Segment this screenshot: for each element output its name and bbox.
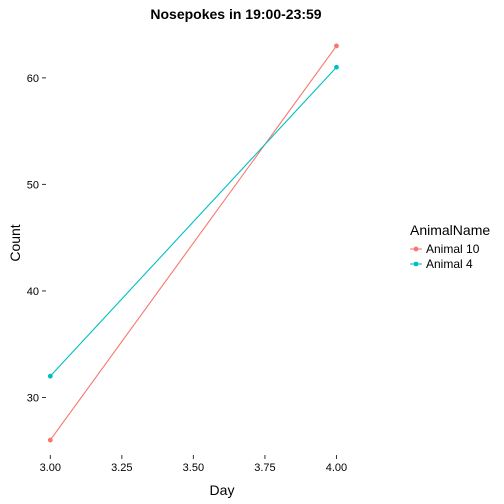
data-point [48,438,53,443]
y-tick-label: 60 [27,73,39,85]
y-tick-label: 30 [27,392,39,404]
x-tick-label: 3.75 [254,462,275,474]
plot-area [48,44,339,443]
x-tick-label: 3.00 [40,462,61,474]
x-axis-title: Day [210,482,235,498]
data-point [334,44,339,49]
chart-title: Nosepokes in 19:00-23:59 [150,6,321,22]
series-line-0 [50,46,336,440]
x-tick-label: 4.00 [326,462,347,474]
y-tick-label: 50 [27,179,39,191]
series-line-1 [50,67,336,376]
x-tick-label: 3.50 [183,462,204,474]
data-point [334,65,339,70]
data-point [48,374,53,379]
legend-label: Animal 4 [426,257,473,271]
legend-label: Animal 10 [426,242,480,256]
x-axis: 3.00 3.25 3.50 3.75 4.00 [40,455,348,474]
x-tick-label: 3.25 [111,462,132,474]
legend-key-point [414,262,419,267]
y-axis: 30 40 50 60 [27,73,46,405]
legend-title: AnimalName [410,222,490,238]
y-tick-label: 40 [27,286,39,298]
legend-key-point [414,247,419,252]
y-axis-title: Count [7,224,23,261]
